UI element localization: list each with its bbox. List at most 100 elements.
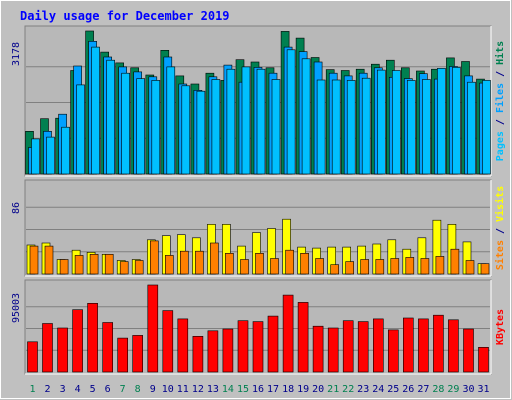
bar-kbytes-day-10 [162,310,174,373]
bar-kbytes-day-31 [478,346,489,373]
bar-kbytes-day-1 [27,341,38,373]
x-tick-label-day-16: 16 [252,384,264,395]
bar-pages-day-7 [121,72,130,175]
bar-pages-day-14 [226,68,236,175]
bar-kbytes-day-14 [222,328,234,373]
bar-pages-day-12 [196,90,206,175]
bar-kbytes-day-21 [327,327,339,373]
bar-pages-day-25 [391,70,401,175]
y-max-label: 95003 [11,293,22,323]
bar-kbytes-day-24 [372,318,384,373]
bar-sites-day-12 [195,250,204,275]
y-max-label: 86 [11,202,22,214]
bar-kbytes-day-12 [192,335,204,373]
panels-layer: 3178 Pages / Files / Hits 86 Sites / Visits… [11,25,506,375]
x-tick-label-day-31: 31 [477,384,489,395]
bar-pages-day-19 [301,58,311,175]
bar-kbytes-day-2 [42,323,53,373]
bar-pages-day-9 [151,80,161,175]
bar-sites-day-16 [255,253,264,275]
series-axis-label: Pages / Files / Hits [494,41,506,161]
bar-kbytes-day-9 [147,284,159,373]
bar-sites-day-3 [59,259,69,275]
bar-sites-day-2 [44,245,54,275]
x-tick-label-day-10: 10 [162,384,174,395]
bar-sites-day-25 [390,258,400,275]
bar-kbytes-day-26 [402,317,414,373]
axis-label-part: Files [494,83,506,113]
x-tick-label-day-17: 17 [267,384,279,395]
x-tick-label-day-11: 11 [177,384,189,395]
bar-sites-day-18 [285,249,294,275]
x-tick-label-day-19: 19 [297,384,309,395]
bar-pages-day-18 [286,49,296,175]
bar-sites-day-5 [89,254,99,275]
x-tick-label-day-1: 1 [29,384,35,395]
bar-kbytes-day-19 [297,302,309,373]
x-tick-label-day-12: 12 [192,384,204,395]
bar-pages-day-17 [271,79,281,175]
bar-sites-day-21 [330,264,340,275]
bar-sites-day-1 [29,245,39,275]
bar-pages-day-24 [376,69,386,175]
chart-title: Daily usage for December 2019 [20,9,230,23]
bar-pages-day-11 [181,85,191,175]
bar-sites-day-31 [480,263,490,275]
axis-label-part: / [495,113,506,131]
x-tick-label-day-30: 30 [462,384,474,395]
bar-sites-day-6 [104,254,114,275]
x-tick-label-day-22: 22 [342,384,354,395]
bar-pages-day-31 [482,80,491,175]
x-tick-label-day-25: 25 [387,384,399,395]
bar-sites-day-8 [134,260,144,275]
x-tick-label-day-18: 18 [282,384,294,395]
bar-pages-day-30 [467,81,476,175]
bar-kbytes-day-8 [132,335,143,373]
x-tick-label-day-24: 24 [372,384,384,395]
axis-label-part: Pages [495,131,506,161]
bar-kbytes-day-27 [418,318,429,373]
x-tick-label-day-29: 29 [447,384,459,395]
bar-kbytes-day-23 [357,321,369,373]
x-tick-label-day-15: 15 [237,384,249,395]
bar-pages-day-2 [46,136,55,175]
bar-pages-day-26 [406,80,416,175]
bar-kbytes-day-5 [87,302,98,373]
bar-sites-day-19 [300,253,309,275]
x-tick-label-day-28: 28 [432,384,444,395]
bar-pages-day-10 [166,66,176,175]
x-tick-label-day-3: 3 [60,384,66,395]
bar-sites-day-4 [74,255,84,275]
bar-sites-day-28 [435,256,445,275]
bar-sites-day-15 [240,259,249,275]
bar-sites-day-20 [315,258,324,275]
bar-sites-day-7 [119,261,129,275]
x-tick-label-day-7: 7 [120,384,126,395]
bar-pages-day-22 [346,80,356,175]
bar-pages-day-28 [437,68,446,175]
bar-pages-day-16 [256,68,266,175]
bar-pages-day-23 [361,77,371,175]
bar-sites-day-22 [345,261,355,275]
bar-kbytes-day-3 [57,327,68,373]
axis-label-part: Sites [494,240,506,270]
bar-kbytes-day-11 [177,318,189,373]
panel-kbytes: 95003 KBytes [11,279,506,375]
bar-pages-day-6 [106,59,115,175]
bar-kbytes-day-20 [312,325,324,373]
bar-sites-day-11 [180,250,189,275]
x-tick-label-day-9: 9 [150,384,156,395]
bar-sites-day-13 [210,242,219,275]
bar-kbytes-day-22 [342,320,354,373]
bar-sites-day-10 [165,255,174,275]
bar-pages-day-3 [61,126,70,175]
bar-sites-day-30 [465,260,475,275]
bar-kbytes-day-25 [387,329,399,373]
y-max-label: 3178 [11,42,22,66]
bar-pages-day-4 [76,84,85,175]
bar-kbytes-day-18 [282,294,294,373]
bar-pages-day-21 [331,79,341,175]
bar-kbytes-day-13 [207,330,219,373]
bar-pages-day-1 [31,138,40,175]
